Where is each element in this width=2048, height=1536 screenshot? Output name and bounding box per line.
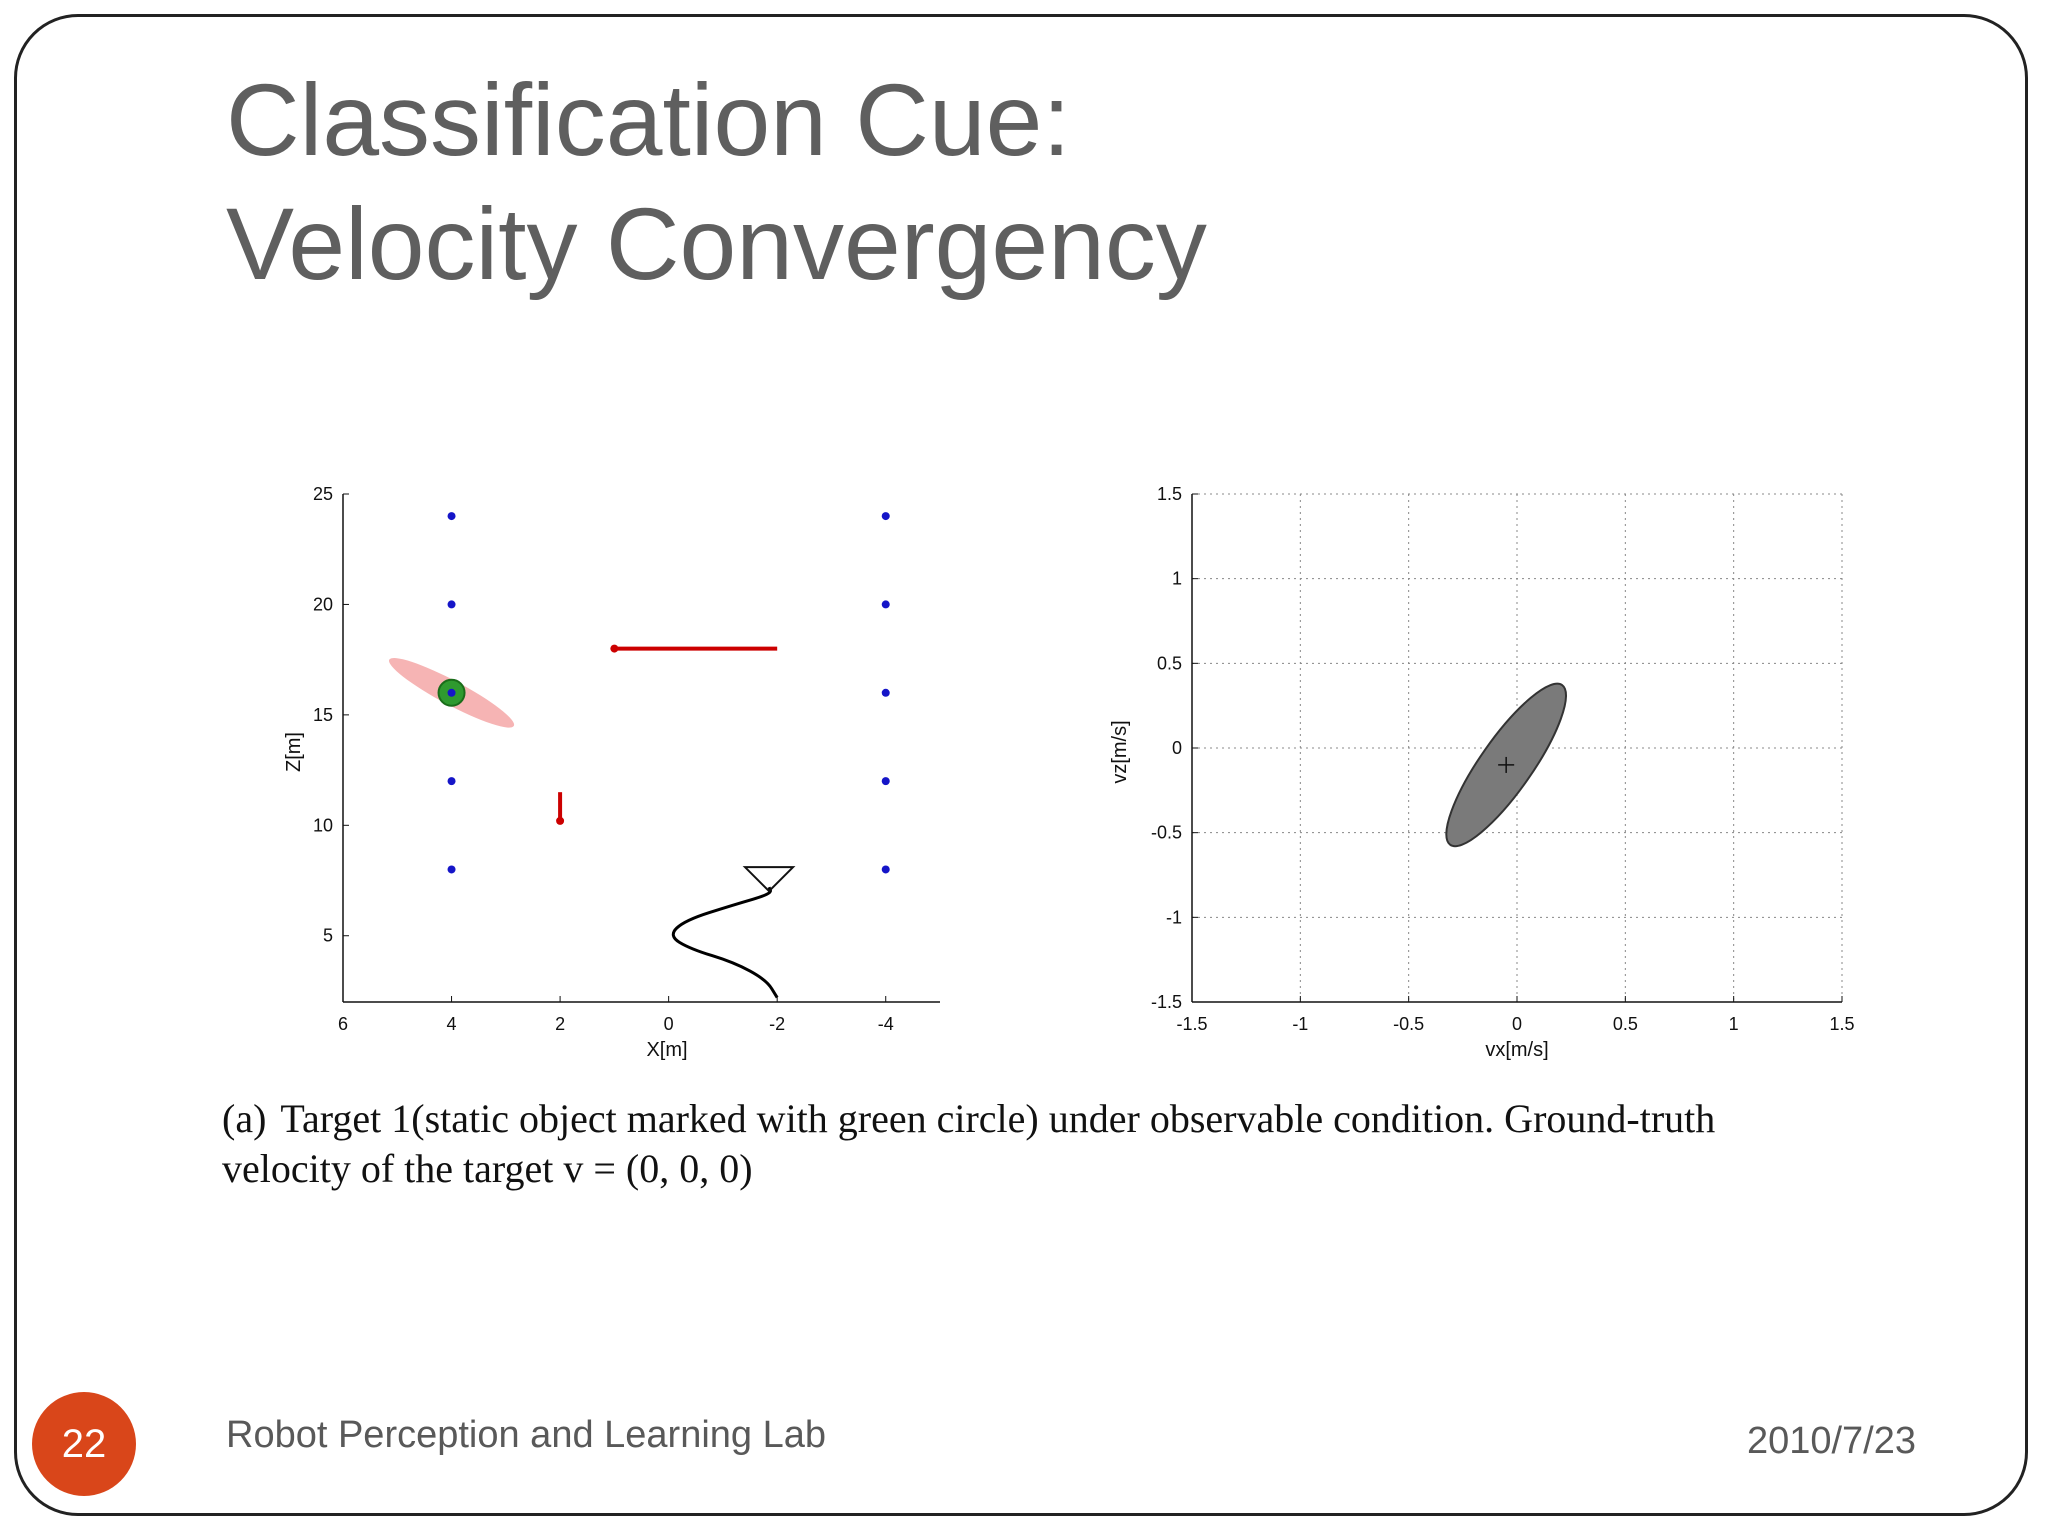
velocity-x-tick-label: -1 bbox=[1292, 1014, 1308, 1034]
landmark-point bbox=[881, 865, 890, 874]
velocity-y-tick-label: -0.5 bbox=[1151, 823, 1182, 843]
xz-x-tick-label: 4 bbox=[447, 1014, 457, 1034]
velocity-x-tick-label: -0.5 bbox=[1393, 1014, 1424, 1034]
xz-x-tick-label: 0 bbox=[664, 1014, 674, 1034]
landmark-point bbox=[447, 865, 456, 874]
xz-y-tick-label: 25 bbox=[313, 484, 333, 504]
moving-object-point bbox=[556, 816, 565, 825]
velocity-x-tick-label: 1.5 bbox=[1829, 1014, 1854, 1034]
slide-number-badge: 22 bbox=[32, 1392, 136, 1496]
velocity-x-tick-label: -1.5 bbox=[1176, 1014, 1207, 1034]
landmark-point bbox=[447, 600, 456, 609]
landmark-point bbox=[881, 777, 890, 786]
xz-x-tick-label: -2 bbox=[769, 1014, 785, 1034]
velocity-x-tick-label: 1 bbox=[1729, 1014, 1739, 1034]
slide-title: Classification Cue: Velocity Convergency bbox=[226, 58, 1207, 306]
landmark-point bbox=[881, 512, 890, 521]
xz-plot-ylabel: Z[m] bbox=[283, 732, 305, 772]
xz-plot-xlabel: X[m] bbox=[646, 1039, 687, 1061]
caption-label: (a) bbox=[222, 1096, 267, 1141]
slide-title-line1: Classification Cue: bbox=[226, 63, 1071, 177]
velocity-plot-ylabel: vz[m/s] bbox=[1109, 720, 1131, 783]
velocity-plot: -1.5 -1 -0.5 0 0.5 1 1.5 -1.5 -1 -0.5 0 0.5 1 1.5 vx[… bbox=[1109, 484, 1855, 1061]
landmark-point bbox=[881, 688, 890, 697]
xz-y-tick-label: 5 bbox=[323, 926, 333, 946]
xz-x-tick-label: 2 bbox=[555, 1014, 565, 1034]
velocity-x-tick-label: 0 bbox=[1512, 1014, 1522, 1034]
velocity-y-tick-label: 1.5 bbox=[1157, 484, 1182, 504]
velocity-y-tick-label: 0.5 bbox=[1157, 653, 1182, 673]
caption-line1-wrap: (a) Target 1(static object marked with gr… bbox=[222, 1094, 1962, 1144]
xz-y-tick-label: 10 bbox=[313, 815, 333, 835]
figure-caption: (a) Target 1(static object marked with gr… bbox=[222, 1094, 1962, 1194]
velocity-y-tick-label: -1 bbox=[1166, 907, 1182, 927]
landmark-point bbox=[447, 688, 456, 697]
velocity-y-tick-label: -1.5 bbox=[1151, 992, 1182, 1012]
footer-lab-name: Robot Perception and Learning Lab bbox=[226, 1414, 827, 1456]
velocity-plot-xlabel: vx[m/s] bbox=[1485, 1039, 1548, 1061]
slide-frame bbox=[14, 14, 2028, 1516]
caption-line2: velocity of the target v = (0, 0, 0) bbox=[222, 1146, 753, 1191]
landmark-point bbox=[447, 512, 456, 521]
landmark-point bbox=[447, 777, 456, 786]
xz-y-tick-label: 20 bbox=[313, 594, 333, 614]
moving-object-point bbox=[610, 644, 619, 653]
caption-line1: Target 1(static object marked with green… bbox=[280, 1096, 1716, 1141]
velocity-y-tick-label: 1 bbox=[1172, 569, 1182, 589]
robot-marker bbox=[742, 866, 796, 893]
footer-date: 2010/7/23 bbox=[1746, 1420, 1916, 1462]
xz-x-tick-label: 6 bbox=[338, 1014, 348, 1034]
slide-title-line2: Velocity Convergency bbox=[226, 187, 1207, 301]
xz-y-tick-label: 15 bbox=[313, 705, 333, 725]
velocity-y-tick-label: 0 bbox=[1172, 738, 1182, 758]
xz-x-tick-label: -4 bbox=[878, 1014, 894, 1034]
robot-trajectory bbox=[671, 886, 779, 999]
landmark-point bbox=[881, 600, 890, 609]
velocity-x-tick-label: 0.5 bbox=[1613, 1014, 1638, 1034]
